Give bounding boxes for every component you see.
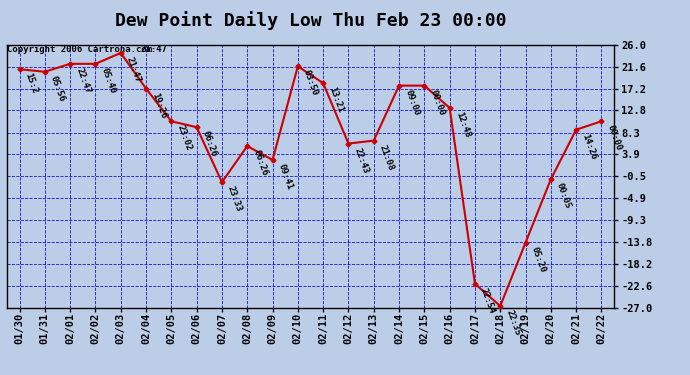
Text: 22:35: 22:35	[504, 309, 522, 337]
Text: 00:00: 00:00	[428, 88, 446, 117]
Text: 05:40: 05:40	[99, 67, 117, 95]
Text: 00:05: 00:05	[555, 182, 573, 210]
Text: 12:48: 12:48	[454, 111, 471, 139]
Text: 05:56: 05:56	[49, 75, 67, 103]
Text: 22:54: 22:54	[479, 286, 497, 315]
Text: 23:02: 23:02	[175, 124, 193, 152]
Text: 13:21: 13:21	[327, 86, 345, 114]
Text: 21:47: 21:47	[125, 56, 143, 84]
Text: 09:00: 09:00	[403, 88, 421, 117]
Text: 21:47: 21:47	[141, 45, 168, 54]
Text: 03:50: 03:50	[302, 69, 319, 98]
Text: Copyright 2006 Cartrona.com: Copyright 2006 Cartrona.com	[7, 45, 152, 54]
Text: 06:26: 06:26	[251, 149, 269, 177]
Text: 23:33: 23:33	[226, 185, 244, 213]
Text: 21:08: 21:08	[378, 143, 395, 172]
Text: 06:26: 06:26	[201, 130, 219, 158]
Text: Dew Point Daily Low Thu Feb 23 00:00: Dew Point Daily Low Thu Feb 23 00:00	[115, 11, 506, 30]
Text: 22:47: 22:47	[75, 67, 92, 95]
Text: 19:26: 19:26	[150, 92, 168, 120]
Text: 00:00: 00:00	[606, 124, 623, 152]
Text: 09:41: 09:41	[277, 163, 295, 191]
Text: 14:26: 14:26	[580, 132, 598, 161]
Text: 15:2: 15:2	[23, 72, 39, 95]
Text: 05:20: 05:20	[530, 245, 547, 274]
Text: 22:43: 22:43	[353, 146, 371, 175]
